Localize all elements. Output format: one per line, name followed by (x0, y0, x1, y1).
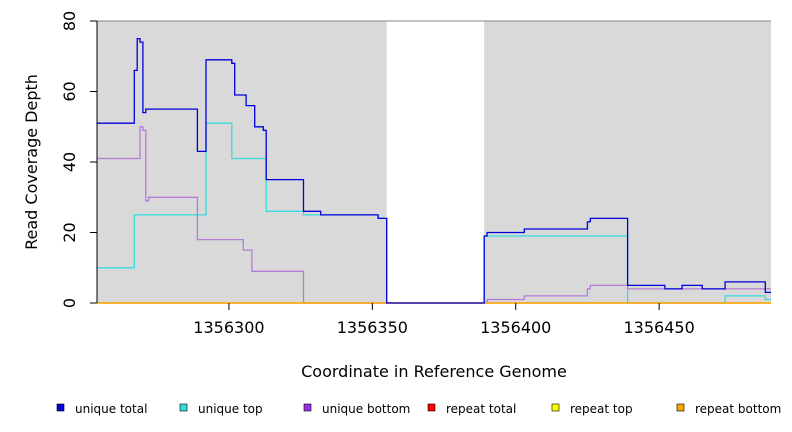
legend-label-unique-top: unique top (198, 402, 263, 416)
shaded-regions (97, 21, 771, 303)
legend-swatch-unique-bottom (303, 403, 312, 412)
series-line-unique-total (97, 37, 771, 304)
legend-label-unique-total: unique total (75, 402, 147, 416)
legend-swatch-unique-total (56, 403, 65, 412)
y-tick-label-60: 60 (60, 81, 79, 101)
legend-swatch-unique-top (179, 403, 188, 412)
series-line-unique-bottom (97, 126, 771, 304)
axes: 0 20 40 60 80 1356300 1356350 1356400 1356450 (60, 11, 695, 337)
y-axis-title: Read Coverage Depth (22, 74, 41, 250)
x-tick-label-1356300: 1356300 (193, 318, 264, 337)
shaded-region-0 (97, 21, 387, 303)
x-tick-label-1356400: 1356400 (480, 318, 551, 337)
y-tick-label-40: 40 (60, 152, 79, 172)
legend-label-repeat-total: repeat total (446, 402, 516, 416)
legend-swatch-repeat-bottom (676, 403, 685, 412)
y-tick-label-0: 0 (60, 298, 79, 308)
legend-label-repeat-bottom: repeat bottom (695, 402, 781, 416)
x-tick-label-1356450: 1356450 (624, 318, 695, 337)
y-tick-label-80: 80 (60, 11, 79, 31)
legend: unique total unique top unique bottom repea… (56, 402, 781, 416)
y-tick-label-20: 20 (60, 222, 79, 242)
legend-swatch-repeat-top (551, 403, 560, 412)
legend-label-repeat-top: repeat top (570, 402, 633, 416)
x-tick-label-1356350: 1356350 (337, 318, 408, 337)
legend-swatch-repeat-total (427, 403, 436, 412)
legend-label-unique-bottom: unique bottom (322, 402, 410, 416)
x-axis-title: Coordinate in Reference Genome (301, 362, 567, 381)
